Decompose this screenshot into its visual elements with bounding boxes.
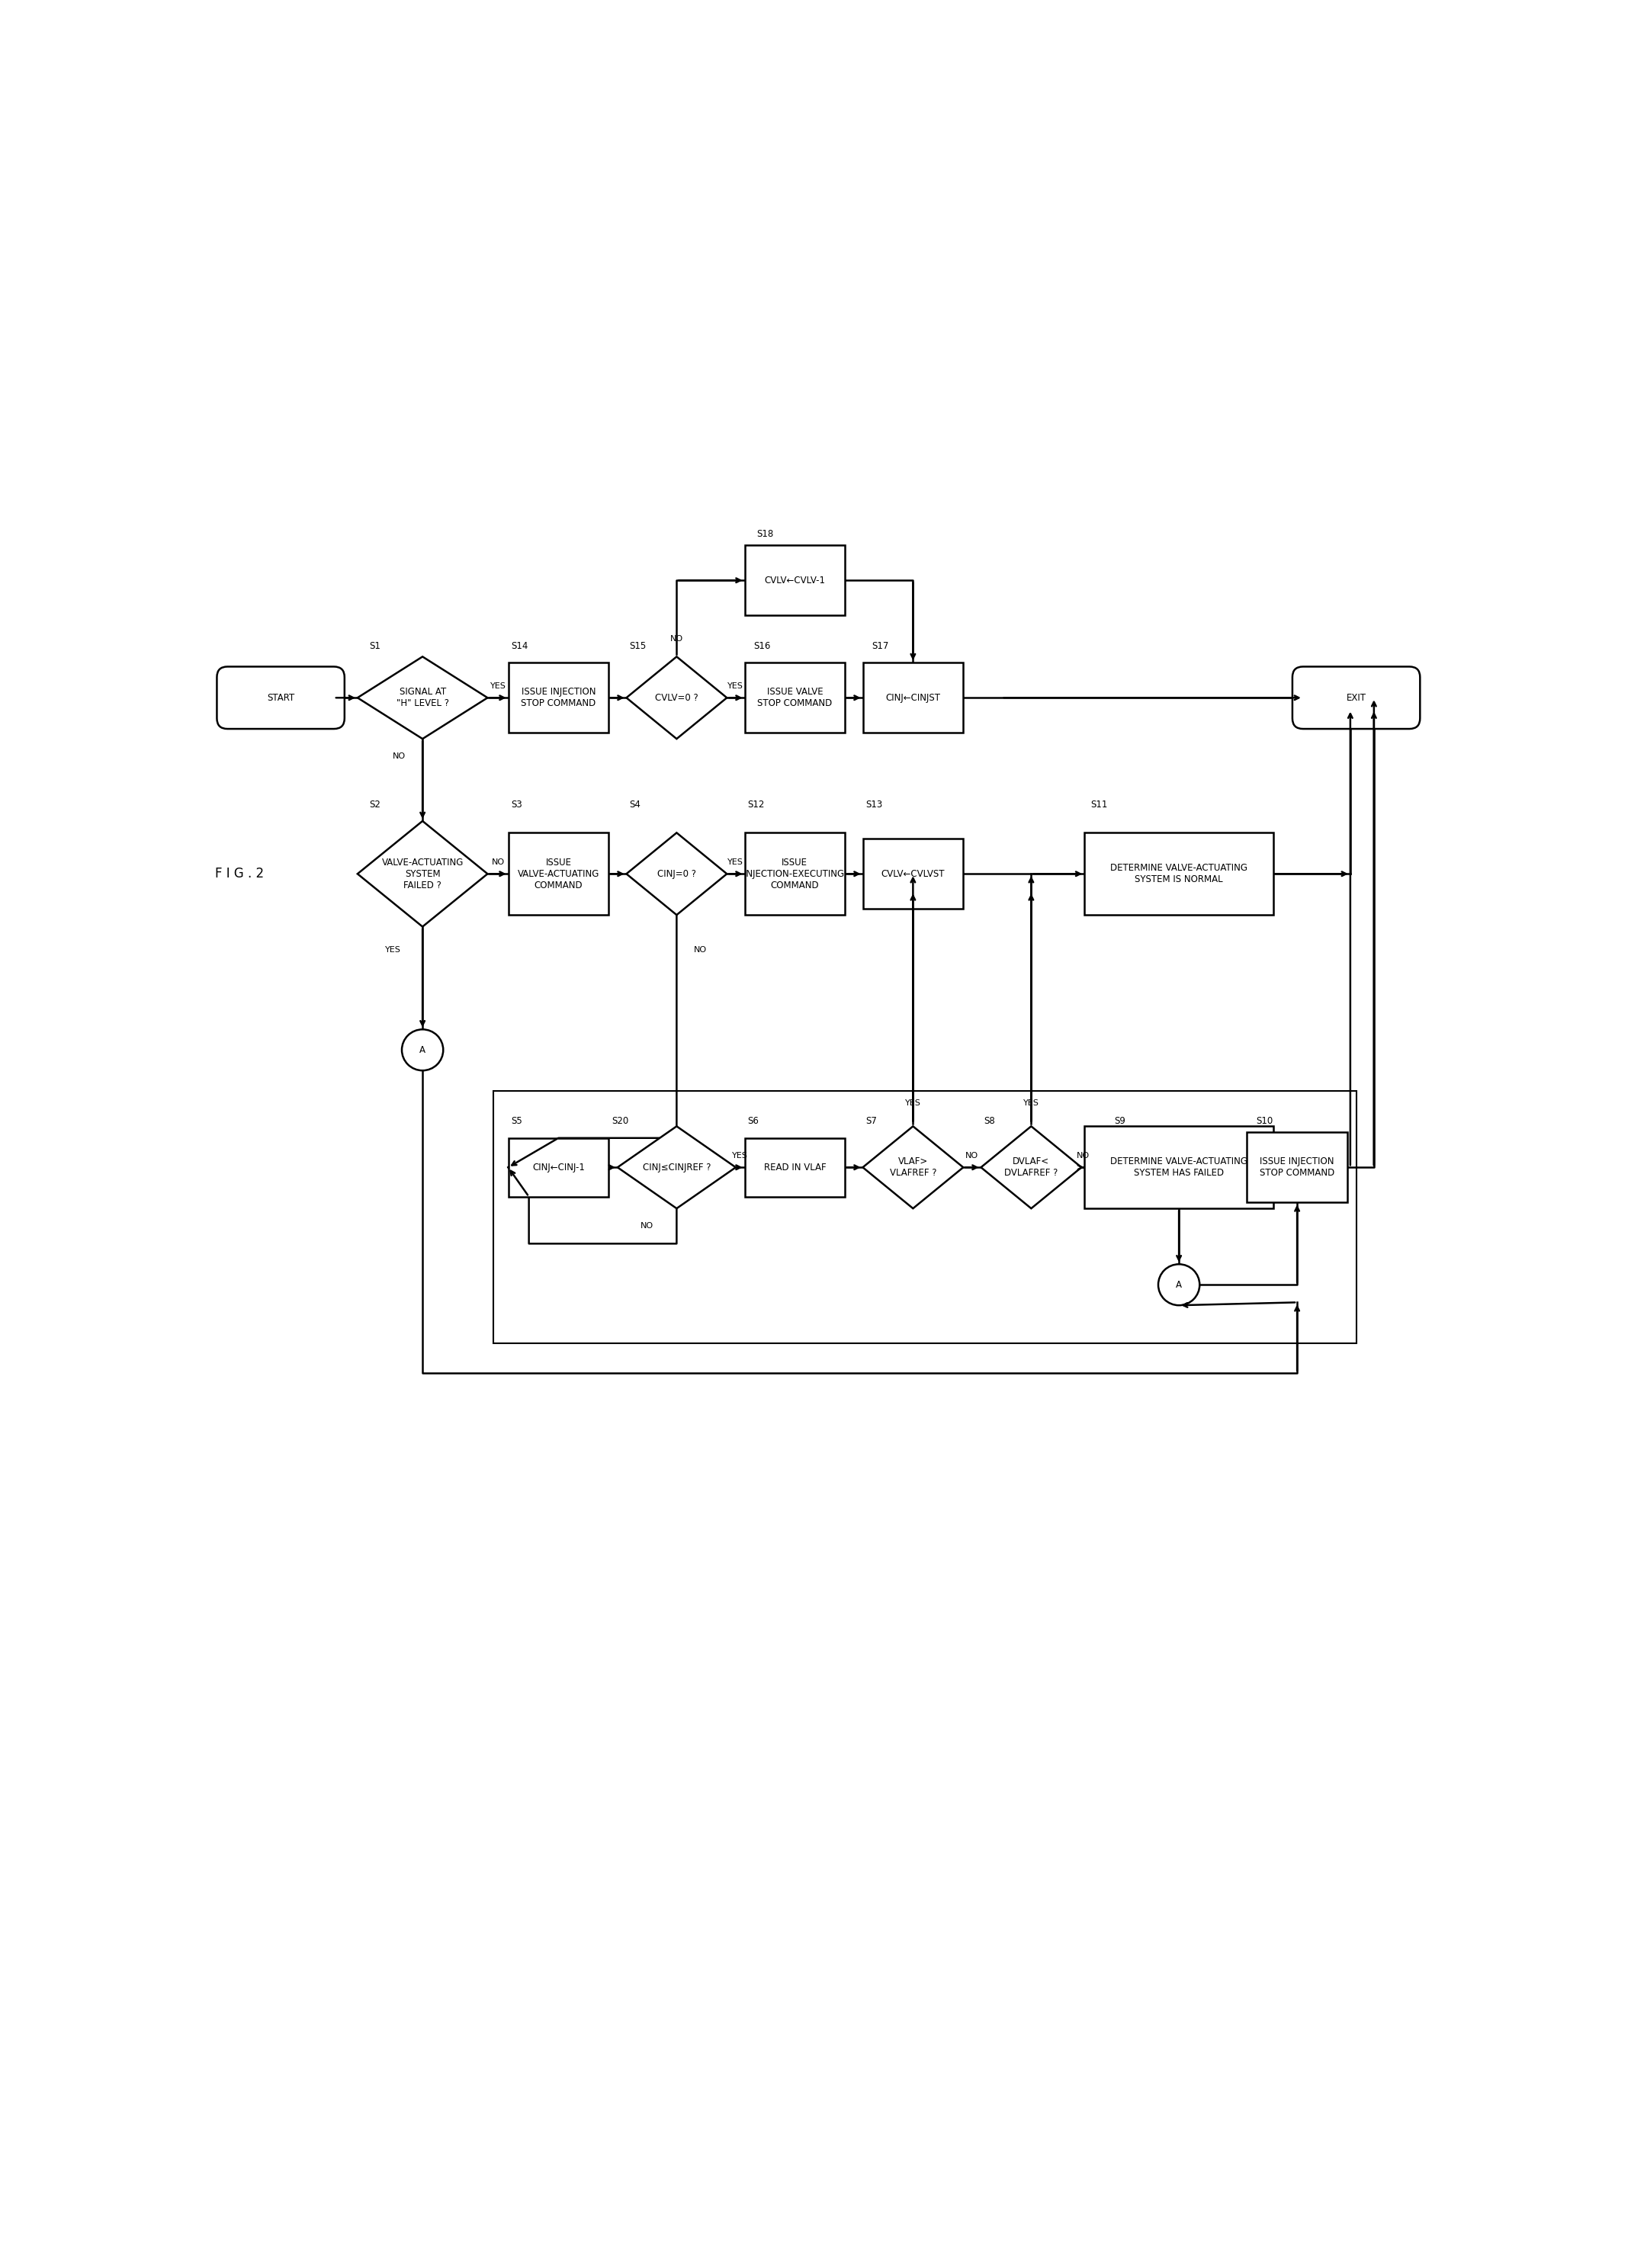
- FancyBboxPatch shape: [217, 667, 344, 728]
- Text: NO: NO: [693, 946, 706, 955]
- Text: S1: S1: [369, 642, 380, 651]
- Text: S6: S6: [747, 1116, 758, 1127]
- Text: S5: S5: [511, 1116, 522, 1127]
- Text: YES: YES: [489, 683, 506, 689]
- Text: CINJ←CINJST: CINJ←CINJST: [886, 692, 941, 703]
- Text: S17: S17: [871, 642, 889, 651]
- Text: ISSUE INJECTION
STOP COMMAND: ISSUE INJECTION STOP COMMAND: [520, 687, 595, 708]
- Text: START: START: [267, 692, 295, 703]
- Text: NO: NO: [641, 1222, 654, 1229]
- FancyBboxPatch shape: [745, 662, 845, 733]
- Text: DVLAF<
DVLAFREF ?: DVLAF< DVLAFREF ?: [1005, 1157, 1059, 1177]
- Text: VLAF>
VLAFREF ?: VLAF> VLAFREF ?: [889, 1157, 936, 1177]
- Text: S2: S2: [369, 798, 380, 810]
- Circle shape: [401, 1030, 444, 1070]
- Text: CINJ←CINJ-1: CINJ←CINJ-1: [532, 1163, 584, 1173]
- Text: NO: NO: [1076, 1152, 1090, 1159]
- Text: S12: S12: [747, 798, 765, 810]
- Text: VALVE-ACTUATING
SYSTEM
FAILED ?: VALVE-ACTUATING SYSTEM FAILED ?: [382, 857, 463, 891]
- Text: CVLV←CVLV-1: CVLV←CVLV-1: [765, 576, 825, 585]
- FancyBboxPatch shape: [509, 662, 608, 733]
- Circle shape: [1158, 1263, 1200, 1306]
- Polygon shape: [863, 1127, 964, 1209]
- Text: F I G . 2: F I G . 2: [215, 866, 264, 880]
- Text: S9: S9: [1114, 1116, 1125, 1127]
- Text: YES: YES: [1023, 1100, 1039, 1107]
- Text: S4: S4: [630, 798, 641, 810]
- Text: S15: S15: [630, 642, 646, 651]
- Polygon shape: [980, 1127, 1081, 1209]
- FancyBboxPatch shape: [745, 544, 845, 615]
- Text: S18: S18: [757, 528, 773, 540]
- Text: YES: YES: [727, 683, 744, 689]
- Text: S16: S16: [754, 642, 770, 651]
- Text: SIGNAL AT
"H" LEVEL ?: SIGNAL AT "H" LEVEL ?: [396, 687, 449, 708]
- Polygon shape: [357, 658, 488, 739]
- Text: ISSUE INJECTION
STOP COMMAND: ISSUE INJECTION STOP COMMAND: [1259, 1157, 1334, 1177]
- Text: S14: S14: [511, 642, 528, 651]
- FancyBboxPatch shape: [863, 839, 964, 909]
- Text: YES: YES: [727, 857, 744, 866]
- Text: CVLV←CVLVST: CVLV←CVLVST: [881, 869, 944, 878]
- Text: ISSUE
VALVE-ACTUATING
COMMAND: ISSUE VALVE-ACTUATING COMMAND: [517, 857, 599, 891]
- Text: CINJ≤CINJREF ?: CINJ≤CINJREF ?: [643, 1163, 711, 1173]
- FancyBboxPatch shape: [509, 1139, 608, 1198]
- Text: YES: YES: [732, 1152, 749, 1159]
- FancyBboxPatch shape: [1085, 1127, 1274, 1209]
- Text: A: A: [1176, 1279, 1182, 1290]
- Text: NO: NO: [491, 857, 504, 866]
- Text: EXIT: EXIT: [1346, 692, 1367, 703]
- FancyBboxPatch shape: [509, 832, 608, 914]
- FancyBboxPatch shape: [863, 662, 964, 733]
- FancyBboxPatch shape: [1292, 667, 1421, 728]
- Text: YES: YES: [385, 946, 401, 955]
- Text: A: A: [419, 1046, 426, 1055]
- Text: S11: S11: [1090, 798, 1107, 810]
- FancyBboxPatch shape: [1246, 1132, 1347, 1202]
- Text: CINJ=0 ?: CINJ=0 ?: [657, 869, 696, 878]
- Polygon shape: [357, 821, 488, 928]
- FancyBboxPatch shape: [745, 832, 845, 914]
- Text: YES: YES: [905, 1100, 922, 1107]
- Text: S10: S10: [1256, 1116, 1272, 1127]
- Text: DETERMINE VALVE-ACTUATING
SYSTEM HAS FAILED: DETERMINE VALVE-ACTUATING SYSTEM HAS FAI…: [1111, 1157, 1248, 1177]
- Text: S7: S7: [866, 1116, 877, 1127]
- Text: ISSUE VALVE
STOP COMMAND: ISSUE VALVE STOP COMMAND: [757, 687, 832, 708]
- Polygon shape: [626, 832, 727, 914]
- Text: NO: NO: [393, 753, 406, 760]
- FancyBboxPatch shape: [745, 1139, 845, 1198]
- Text: NO: NO: [670, 635, 683, 642]
- Text: S3: S3: [511, 798, 522, 810]
- Text: S8: S8: [983, 1116, 995, 1127]
- Polygon shape: [618, 1127, 736, 1209]
- Text: S20: S20: [612, 1116, 628, 1127]
- Polygon shape: [626, 658, 727, 739]
- Text: CVLV=0 ?: CVLV=0 ?: [656, 692, 698, 703]
- Text: DETERMINE VALVE-ACTUATING
SYSTEM IS NORMAL: DETERMINE VALVE-ACTUATING SYSTEM IS NORM…: [1111, 864, 1248, 885]
- FancyBboxPatch shape: [1085, 832, 1274, 914]
- Text: ISSUE
INJECTION-EXECUTING
COMMAND: ISSUE INJECTION-EXECUTING COMMAND: [744, 857, 845, 891]
- Text: S13: S13: [866, 798, 882, 810]
- Text: NO: NO: [966, 1152, 979, 1159]
- Text: READ IN VLAF: READ IN VLAF: [763, 1163, 825, 1173]
